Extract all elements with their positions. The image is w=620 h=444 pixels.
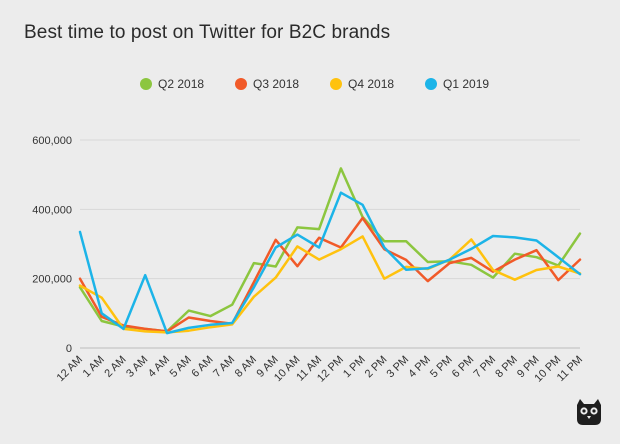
legend-marker	[330, 78, 342, 90]
x-tick-label: 12 AM	[55, 354, 86, 385]
chart-title: Best time to post on Twitter for B2C bra…	[24, 22, 391, 43]
x-tick-label: 5 PM	[428, 354, 455, 381]
legend-marker	[425, 78, 437, 90]
series-line	[78, 167, 582, 333]
series-lines	[78, 167, 582, 335]
series-line	[78, 191, 582, 335]
x-tick-label: 7 PM	[472, 354, 499, 381]
x-tick-label: 7 AM	[211, 354, 237, 380]
x-tick-label: 2 AM	[102, 354, 128, 380]
y-tick-label: 0	[66, 343, 72, 355]
legend-label: Q3 2018	[253, 77, 299, 91]
y-tick-label: 400,000	[32, 204, 72, 216]
legend-marker	[140, 78, 152, 90]
y-axis: 0 200,000 400,000 600,000	[32, 135, 72, 355]
y-tick-label: 200,000	[32, 274, 72, 286]
x-tick-label: 5 AM	[168, 354, 194, 380]
grid-lines	[80, 139, 580, 349]
owl-logo-icon	[577, 399, 601, 425]
x-tick-label: 3 PM	[385, 354, 412, 381]
x-tick-label: 4 PM	[406, 354, 433, 381]
legend-label: Q4 2018	[348, 77, 394, 91]
legend-label: Q1 2019	[443, 77, 489, 91]
legend-marker	[235, 78, 247, 90]
x-tick-label: 3 AM	[124, 354, 150, 380]
x-tick-label: 6 PM	[450, 354, 477, 381]
x-tick-label: 8 PM	[493, 354, 520, 381]
x-tick-label: 2 PM	[363, 354, 390, 381]
x-tick-label: 1 PM	[341, 354, 368, 381]
x-tick-label: 6 AM	[189, 354, 215, 380]
x-tick-label: 4 AM	[146, 354, 172, 380]
x-tick-label: 1 AM	[81, 354, 107, 380]
legend-label: Q2 2018	[158, 77, 204, 91]
chart-legend: Q2 2018 Q3 2018 Q4 2018 Q1 2019	[140, 77, 489, 91]
series-line	[78, 235, 582, 334]
x-tick-label: 8 AM	[233, 354, 259, 380]
y-tick-label: 600,000	[32, 135, 72, 147]
x-axis: 12 AM1 AM2 AM3 AM4 AM5 AM6 AM7 AM8 AM9 A…	[55, 354, 586, 385]
